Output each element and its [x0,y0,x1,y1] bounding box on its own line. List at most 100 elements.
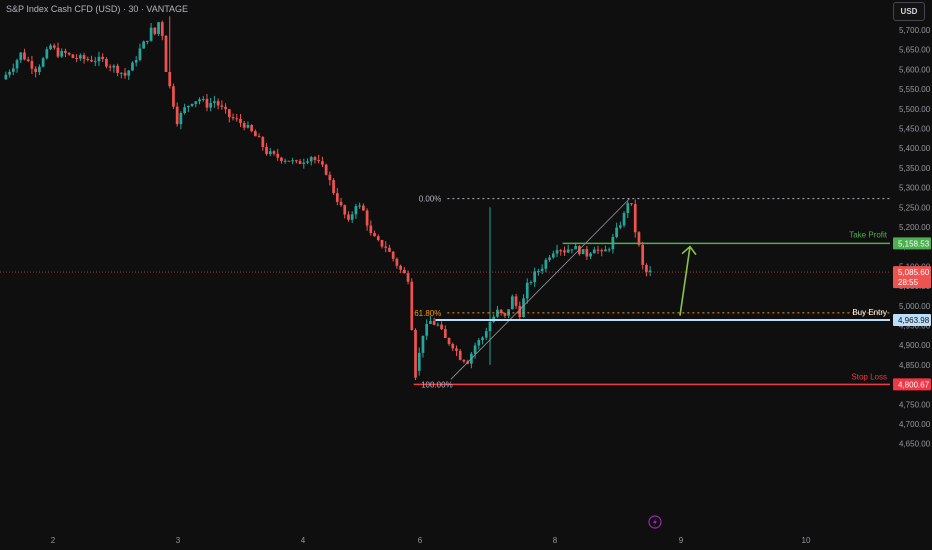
candle [429,316,432,325]
candle [585,245,589,260]
candle [637,231,641,247]
candle [213,95,216,108]
candle [283,158,287,164]
candle [64,48,67,58]
candle [309,155,313,166]
candlestick-series [4,16,652,381]
candle [343,204,347,219]
price-tick-label: 5,600.00 [899,65,931,74]
candle [488,207,492,365]
candle [216,98,220,110]
candle [369,220,373,236]
candle [153,27,157,36]
candle [183,103,186,115]
candle [272,150,276,156]
candle [473,342,477,359]
candle [90,55,93,63]
candle [414,328,417,381]
candle [298,158,302,165]
take-profit-price-tag: 5,158.53 [893,237,931,250]
svg-text:5,158.53: 5,158.53 [898,239,930,248]
candle [209,97,213,112]
candle [641,241,645,270]
time-tick-label: 4 [301,536,306,545]
candle [71,54,75,59]
candle [354,203,358,219]
candle [563,246,566,256]
candle [265,142,268,156]
candle [280,156,283,164]
candle [332,178,335,195]
candle [164,34,168,72]
svg-text:5,085.60: 5,085.60 [898,268,930,277]
price-tick-label: 5,550.00 [899,85,931,94]
candle [268,147,272,157]
candle [540,264,544,275]
price-tick-label: 5,250.00 [899,203,931,212]
candle [451,342,455,352]
candle [220,100,224,110]
candle [626,201,630,219]
candle [261,136,265,151]
lightning-icon[interactable] [648,515,662,529]
candle [518,301,522,320]
candle [179,111,183,130]
candle [499,309,503,316]
candle [496,305,499,318]
price-tick-label: 4,750.00 [899,400,931,409]
candle [395,257,399,269]
chart-title: S&P Index Cash CFD (USD) · 30 · VANTAGE [6,4,189,14]
candle [34,66,38,78]
candle [455,345,458,357]
fib-label-0: 0.00% [419,195,442,204]
candle [376,234,380,242]
candle [555,244,559,257]
candle [347,211,350,222]
svg-text:4,800.67: 4,800.67 [898,380,930,389]
stop-loss-price-tag: 4,800.67 [893,378,931,391]
candle [227,108,231,123]
candle [138,43,142,62]
candle [462,359,466,364]
candle [190,103,194,107]
candle [313,155,317,164]
candle [4,71,8,80]
candle [443,325,447,339]
candle [38,64,41,76]
candle [123,67,127,79]
price-tick-label: 4,700.00 [899,420,931,429]
candle [510,294,514,310]
candle [391,250,395,262]
fib-trendline [450,198,630,380]
candle [198,97,201,105]
buy-entry-label: Buy Entry [852,308,887,317]
candle [481,336,484,345]
candle [645,263,648,277]
currency-button[interactable]: USD [893,2,925,21]
time-axis[interactable]: 2 3 4 6 8 9 10 [51,536,811,545]
candle [75,54,78,63]
candle [447,337,451,346]
candle [581,248,585,255]
candle [630,203,633,206]
candle [388,244,391,253]
candle [257,133,261,138]
candle [201,96,205,102]
candle [11,63,15,76]
candle [160,20,164,41]
candle [421,335,425,358]
candle [105,57,108,69]
candle [317,154,321,164]
candle [525,278,529,304]
candle [362,203,365,211]
candle [254,129,257,137]
candle [402,267,406,274]
price-tick-label: 4,850.00 [899,361,931,370]
candle [399,264,402,274]
candle [302,158,306,169]
candle [119,72,123,79]
candle [358,202,362,209]
